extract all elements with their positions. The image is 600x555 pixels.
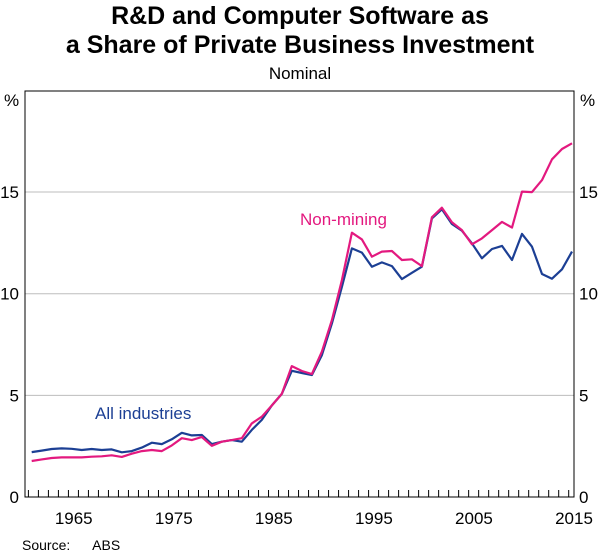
y-tick-label-left: 0 — [10, 488, 19, 507]
chart-title-line-2: a Share of Private Business Investment — [65, 31, 535, 59]
source-label: Source: — [22, 537, 71, 553]
y-tick-label-left: 15 — [0, 183, 19, 202]
y-axis-unit-left: % — [4, 91, 19, 110]
y-tick-label-right: 10 — [579, 285, 598, 304]
y-tick-label-left: 10 — [0, 285, 19, 304]
y-tick-label-right: 0 — [579, 488, 588, 507]
x-tick-label: 1985 — [255, 509, 293, 528]
y-tick-label-right: 5 — [579, 386, 588, 405]
chart-subtitle: Nominal — [268, 64, 332, 83]
series-label-all-industries: All industries — [95, 404, 191, 423]
x-tick-label: 2005 — [455, 509, 493, 528]
y-tick-label-left: 5 — [10, 386, 19, 405]
chart-title-line-1: R&D and Computer Software as — [111, 2, 489, 30]
source-note: Source: ABS — [22, 537, 120, 553]
source-value: ABS — [92, 537, 121, 553]
series-label-non-mining: Non-mining — [300, 210, 387, 229]
x-tick-label: 2015 — [555, 509, 593, 528]
x-tick-label: 1995 — [355, 509, 393, 528]
y-axis-unit-right: % — [580, 91, 595, 110]
plot-frame — [24, 90, 575, 498]
y-tick-label-right: 15 — [579, 183, 598, 202]
x-tick-label: 1965 — [55, 509, 93, 528]
x-tick-label: 1975 — [155, 509, 193, 528]
